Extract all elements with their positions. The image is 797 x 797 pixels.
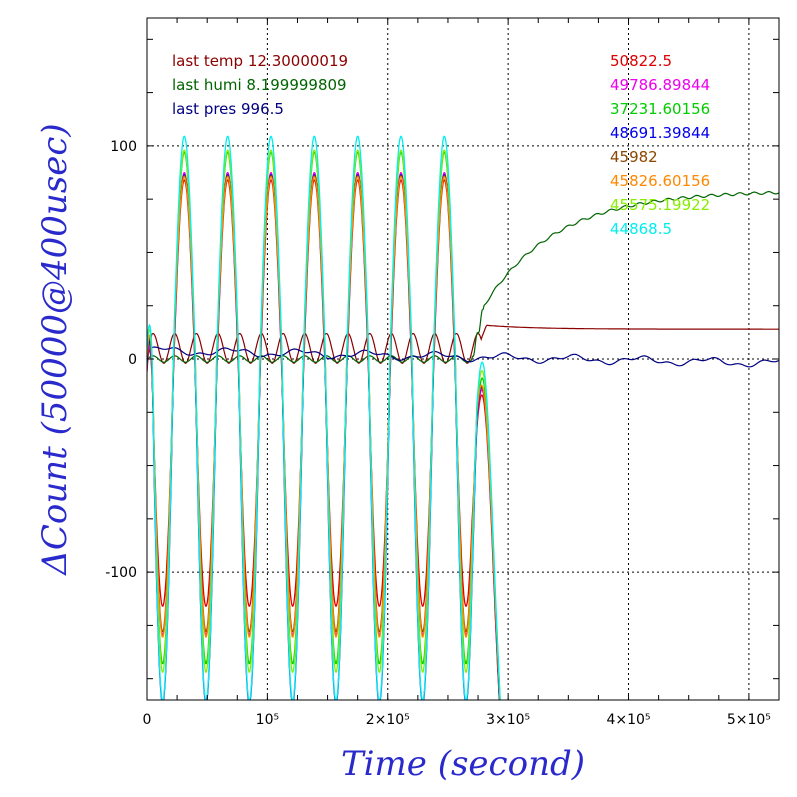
series-line: [147, 176, 501, 700]
env-line-pres: [147, 346, 779, 368]
y-axis-title: ΔCount (50000@400usec): [35, 123, 75, 576]
legend-entry: 44868.5: [610, 220, 672, 238]
legend-entry: 49786.89844: [610, 76, 710, 94]
info-label-2: last pres 996.5: [172, 100, 284, 118]
legend-entry: 45826.60156: [610, 172, 710, 190]
x-tick-label: 3×10⁵: [486, 712, 530, 728]
legend-entry: 50822.5: [610, 52, 672, 70]
x-tick-label: 0: [143, 712, 152, 728]
legend-entry: 45575.19922: [610, 196, 710, 214]
legend-entry: 48691.39844: [610, 124, 710, 142]
y-tick-label: 0: [128, 352, 137, 368]
legend-entry: 37231.60156: [610, 100, 710, 118]
x-tick-label: 2×10⁵: [366, 712, 410, 728]
x-tick-label: 5×10⁵: [727, 712, 771, 728]
env-line-temp: [147, 324, 779, 365]
series-lines: [147, 135, 779, 700]
env-line-humi: [147, 191, 779, 363]
info-label-0: last temp 12.30000019: [172, 52, 348, 70]
legend-entry: 45982: [610, 148, 658, 166]
legend: last temp 12.30000019 last humi 8.1999998…: [172, 52, 710, 238]
axis-ticks: 0 10⁵ 2×10⁵ 3×10⁵ 4×10⁵ 5×10⁵ -100 0 100: [105, 18, 779, 728]
x-axis-title: Time (second): [341, 744, 585, 784]
x-tick-label: 10⁵: [256, 712, 279, 728]
y-tick-label: -100: [105, 565, 137, 581]
info-label-1: last humi 8.199999809: [172, 76, 347, 94]
x-tick-label: 4×10⁵: [606, 712, 650, 728]
series-line: [147, 149, 501, 700]
y-tick-label: 100: [110, 139, 137, 155]
series-line: [147, 135, 501, 700]
